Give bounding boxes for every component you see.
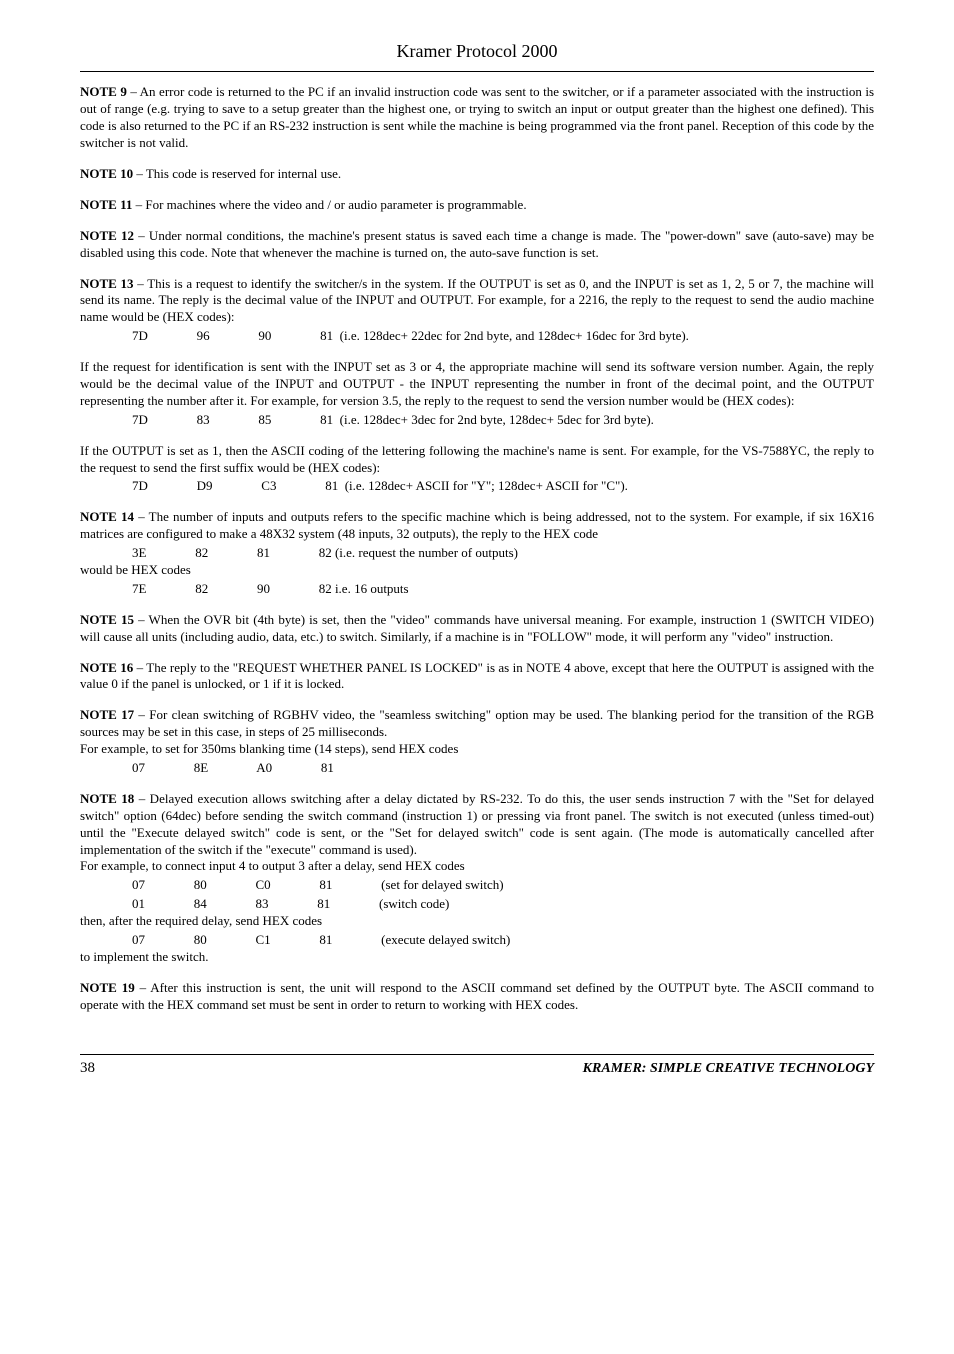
note-10-text: – This code is reserved for internal use… — [133, 166, 341, 181]
note-16: NOTE 16 – The reply to the "REQUEST WHET… — [80, 660, 874, 694]
note-17-label: NOTE 17 — [80, 707, 134, 722]
note-18-hex3: 07 80 C1 81 (execute delayed switch) — [80, 932, 874, 949]
note-14-mid: would be HEX codes — [80, 562, 874, 579]
note-16-text: – The reply to the "REQUEST WHETHER PANE… — [80, 660, 874, 692]
note-13-label: NOTE 13 — [80, 276, 134, 291]
note-18-label: NOTE 18 — [80, 791, 134, 806]
note-12-text: – Under normal conditions, the machine's… — [80, 228, 874, 260]
note-18-p4: to implement the switch. — [80, 949, 874, 966]
note-18-p2: For example, to connect input 4 to outpu… — [80, 858, 874, 875]
note-11-label: NOTE 11 — [80, 197, 132, 212]
note-12: NOTE 12 – Under normal conditions, the m… — [80, 228, 874, 262]
note-18: NOTE 18 – Delayed execution allows switc… — [80, 791, 874, 966]
note-13-p3: If the OUTPUT is set as 1, then the ASCI… — [80, 443, 874, 477]
note-19-label: NOTE 19 — [80, 980, 135, 995]
note-13-hex1: 7D 96 90 81 (i.e. 128dec+ 22dec for 2nd … — [80, 328, 874, 345]
note-15-text: – When the OVR bit (4th byte) is set, th… — [80, 612, 874, 644]
note-13-p2: If the request for identification is sen… — [80, 359, 874, 410]
note-18-hex1: 07 80 C0 81 (set for delayed switch) — [80, 877, 874, 894]
note-14-hex1: 3E 82 81 82 (i.e. request the number of … — [80, 545, 874, 562]
note-9-text: – An error code is returned to the PC if… — [80, 84, 874, 150]
note-14-label: NOTE 14 — [80, 509, 134, 524]
note-9-label: NOTE 9 — [80, 84, 127, 99]
note-13-hex2: 7D 83 85 81 (i.e. 128dec+ 3dec for 2nd b… — [80, 412, 874, 429]
note-13: NOTE 13 – This is a request to identify … — [80, 276, 874, 346]
note-18-text: – Delayed execution allows switching aft… — [80, 791, 874, 857]
note-13-text: – This is a request to identify the swit… — [80, 276, 874, 325]
note-19: NOTE 19 – After this instruction is sent… — [80, 980, 874, 1014]
note-19-text: – After this instruction is sent, the un… — [80, 980, 874, 1012]
note-15: NOTE 15 – When the OVR bit (4th byte) is… — [80, 612, 874, 646]
note-11: NOTE 11 – For machines where the video a… — [80, 197, 874, 214]
note-13-hex3: 7D D9 C3 81 (i.e. 128dec+ ASCII for "Y";… — [80, 478, 874, 495]
note-10-label: NOTE 10 — [80, 166, 133, 181]
note-17-text: – For clean switching of RGBHV video, th… — [80, 707, 874, 739]
note-9: NOTE 9 – An error code is returned to th… — [80, 84, 874, 152]
note-18-hex2: 01 84 83 81 (switch code) — [80, 896, 874, 913]
footer: 38 KRAMER: SIMPLE CREATIVE TECHNOLOGY — [80, 1054, 874, 1079]
page-title: Kramer Protocol 2000 — [80, 40, 874, 72]
note-10: NOTE 10 – This code is reserved for inte… — [80, 166, 874, 183]
note-17-p2: For example, to set for 350ms blanking t… — [80, 741, 874, 758]
note-11-text: – For machines where the video and / or … — [132, 197, 526, 212]
note-12-label: NOTE 12 — [80, 228, 134, 243]
note-18-p3: then, after the required delay, send HEX… — [80, 913, 874, 930]
note-13-p2-block: If the request for identification is sen… — [80, 359, 874, 429]
page-number: 38 — [80, 1059, 95, 1079]
note-14-hex2: 7E 82 90 82 i.e. 16 outputs — [80, 581, 874, 598]
note-14-text: – The number of inputs and outputs refer… — [80, 509, 874, 541]
note-13-p3-block: If the OUTPUT is set as 1, then the ASCI… — [80, 443, 874, 496]
footer-brand: KRAMER: SIMPLE CREATIVE TECHNOLOGY — [583, 1060, 874, 1078]
note-14: NOTE 14 – The number of inputs and outpu… — [80, 509, 874, 597]
note-17: NOTE 17 – For clean switching of RGBHV v… — [80, 707, 874, 777]
note-15-label: NOTE 15 — [80, 612, 134, 627]
note-17-hex1: 07 8E A0 81 — [80, 760, 874, 777]
note-16-label: NOTE 16 — [80, 660, 133, 675]
